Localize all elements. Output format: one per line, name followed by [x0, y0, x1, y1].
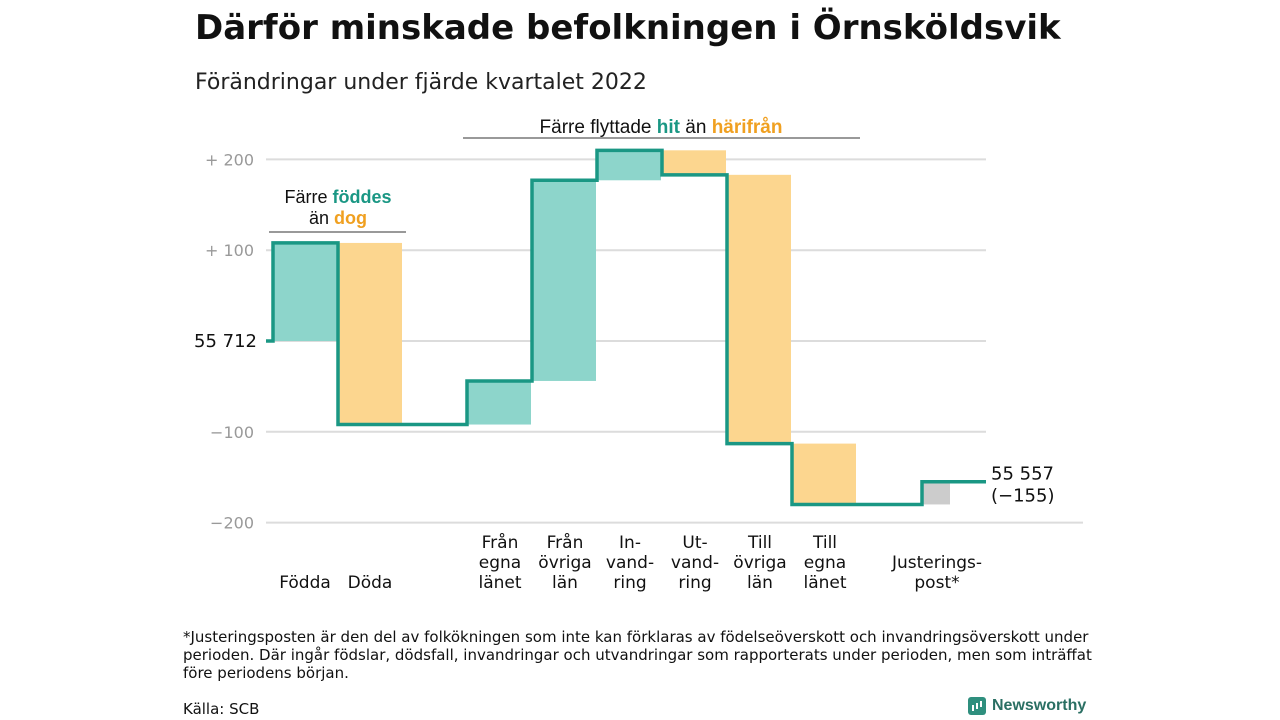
category-label: övriga — [733, 553, 786, 573]
page-title: Därför minskade befolkningen i Örnskölds… — [195, 8, 1061, 48]
category-label: vand- — [671, 553, 719, 573]
annotation-births-deaths-line2: än dog — [309, 208, 367, 228]
y-tick-label: −200 — [210, 514, 254, 533]
category-label: länet — [803, 573, 846, 593]
category-label: Födda — [279, 573, 331, 593]
category-label: post* — [914, 573, 959, 593]
start-value-label: 55 712 — [194, 331, 257, 352]
category-label: Justerings- — [891, 553, 982, 573]
cumulative-line — [266, 148, 986, 507]
annotation-migration: Färre flyttade hit än härifrån — [540, 117, 783, 138]
bar-8 — [922, 481, 950, 505]
category-label: Till — [747, 533, 772, 553]
bar-3 — [532, 180, 596, 381]
end-value-label: 55 557 — [991, 464, 1054, 485]
bar-6 — [727, 174, 791, 444]
category-label: egna — [804, 553, 846, 573]
brand-name: Newsworthy — [992, 697, 1087, 714]
y-tick-label: −100 — [210, 423, 254, 442]
y-tick-label: + 200 — [205, 150, 254, 169]
annotation-births-deaths-line1: Färre föddes — [284, 187, 391, 207]
y-tick-label: + 100 — [205, 241, 254, 260]
bar-7 — [792, 443, 856, 505]
bar-5 — [662, 150, 726, 175]
bar-chart-icon — [968, 697, 986, 715]
category-label: län — [552, 573, 578, 593]
category-label: ring — [678, 573, 711, 593]
category-label: övriga — [538, 553, 591, 573]
category-label: ring — [613, 573, 646, 593]
source: Källa: SCB — [183, 700, 260, 718]
category-label: egna — [479, 553, 521, 573]
bar-1 — [338, 242, 402, 425]
category-label: Till — [812, 533, 837, 553]
category-label: län — [747, 573, 773, 593]
end-change-label: (−155) — [991, 486, 1054, 507]
bar-2 — [467, 380, 531, 425]
page-subtitle: Förändringar under fjärde kvartalet 2022 — [195, 70, 647, 95]
category-label: Från — [482, 532, 519, 553]
category-label: länet — [478, 573, 521, 593]
category-label: Ut- — [682, 533, 707, 553]
category-label: In- — [619, 533, 641, 553]
bar-4 — [597, 150, 661, 181]
category-label: Döda — [348, 573, 393, 593]
category-label: vand- — [606, 553, 654, 573]
category-label: Från — [547, 532, 584, 553]
bar-0 — [273, 242, 337, 341]
brand-logo: Newsworthy — [968, 697, 1086, 715]
footnote: *Justeringsposten är den del av folkökni… — [183, 628, 1092, 682]
